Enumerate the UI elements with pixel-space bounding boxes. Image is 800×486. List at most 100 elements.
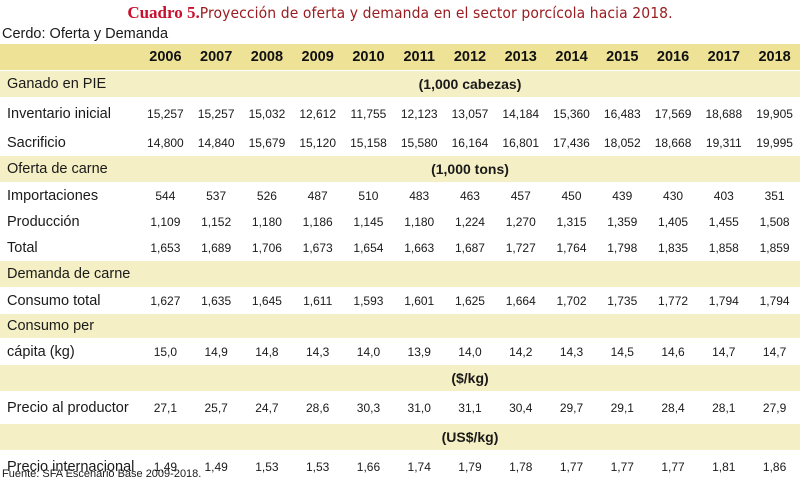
value-cell: 13,057 [444,97,496,130]
table-subtitle: Cerdo: Oferta y Demanda [2,26,169,42]
year-header-cell: 2012 [444,44,496,71]
table-row-importaciones: Importaciones 544 537 526 487 510 483 463 457 450… [0,182,800,209]
year-header-row: 2006 2007 2008 2009 2010 2011 2012 2013 2014 2015… [0,44,800,71]
value-cell: 30,4 [495,391,547,424]
year-header-cell: 2015 [596,44,648,71]
caption-text: Proyección de oferta y demanda en el sec… [199,4,673,22]
year-header-cell: 2016 [647,44,699,71]
value-cell: 1,593 [343,287,394,314]
year-header-cell: 2006 [140,44,191,71]
value-cell: 19,905 [749,97,800,130]
value-cell: 1,315 [546,209,597,235]
value-cell: 17,436 [546,130,597,156]
value-cell: 13,9 [407,344,431,359]
value-cell: 450 [546,182,597,209]
value-cell: 1,727 [495,235,547,261]
value-cell: 19,311 [698,130,750,156]
table-row-precio-productor: Precio al productor 27,1 25,7 24,7 28,6 30,3 3… [0,391,800,424]
value-cell: 12,123 [393,97,445,130]
row-label: Inventario inicial [0,97,140,130]
header-blank-cell [0,44,140,71]
table-row-percapita-label: Consumo per [0,314,800,338]
value-cell: 1,794 [698,287,750,314]
value-cell: 15,158 [343,130,394,156]
source-note: Fuente: SFA Escenario Base 2009-2018. [2,468,202,480]
value-cell: 1,186 [292,209,344,235]
value-cell: 1,359 [596,209,648,235]
value-cell: 430 [647,182,699,209]
value-cell: 1,627 [140,287,191,314]
value-cell: 1,664 [495,287,547,314]
value-cell: 1,49 [190,450,242,483]
value-cell: 1,859 [749,235,800,261]
value-cell: 1,49 [140,450,191,483]
value-cell: 1,858 [698,235,750,261]
value-cell: 1,673 [292,235,344,261]
section-row-demanda: Demanda de carne [0,261,800,288]
value-cell: 28,1 [698,391,750,424]
value-cell: 1,74 [393,450,445,483]
value-cell: 15,120 [292,130,344,156]
section-blank [140,261,800,288]
value-cell: 1,794 [749,287,800,314]
section-label: Ganado en PIE [0,70,140,98]
value-cell: 1,689 [190,235,242,261]
value-cell: 537 [190,182,242,209]
table-row-total: Total 1,653 1,689 1,706 1,673 1,654 1,663 1,687… [0,235,800,261]
value-cell: 1,53 [292,450,344,483]
value-cell: 1,78 [495,450,547,483]
unit-label: (1,000 tons) [140,156,800,183]
value-cell: 11,755 [343,97,394,130]
table-row-percapita: cápita (kg) 15,0 14,9 14,8 14,3 14,0 13,9 14,0… [0,338,800,365]
value-cell: 1,601 [393,287,445,314]
table-row-inventario: Inventario inicial 15,257 15,257 15,032 12,6… [0,97,800,130]
row-label-line2: cápita (kg) [7,343,75,360]
value-cell: 14,800 [140,130,191,156]
value-cell: 1,772 [647,287,699,314]
value-cell: 30,3 [343,391,394,424]
year-header-cell: 2014 [546,44,597,71]
value-cell: 18,668 [647,130,699,156]
value-cell: 15,580 [393,130,445,156]
value-cell: 16,801 [495,130,547,156]
value-cell: 1,653 [140,235,191,261]
value-cell: 1,663 [393,235,445,261]
value-cell: 457 [495,182,547,209]
value-cell: 510 [343,182,394,209]
table-caption: Cuadro 5.Proyección de oferta y demanda … [0,2,800,24]
value-cell: 25,7 [190,391,242,424]
value-cell: 15,257 [140,97,191,130]
value-cell: 1,706 [241,235,293,261]
value-cell: 483 [393,182,445,209]
value-cell: 1,180 [393,209,445,235]
value-cell: 1,86 [749,450,800,483]
value-cell: 14,840 [190,130,242,156]
value-cell: 29,7 [546,391,597,424]
value-cell: 14,0 [458,344,482,359]
value-cell: 14,3 [306,344,330,359]
value-cell: 14,7 [762,344,787,359]
value-cell: 16,483 [596,97,648,130]
table-row-consumo-total: Consumo total 1,627 1,635 1,645 1,611 1,593 1,… [0,287,800,314]
value-cell: 29,1 [596,391,648,424]
table-row-precio-internacional: Precio internacional 1,49 1,49 1,53 1,53 1,66… [0,450,800,483]
value-cell: 439 [596,182,648,209]
value-cell: 14,3 [559,344,584,359]
value-cell: 1,455 [698,209,750,235]
row-label: Importaciones [0,182,140,209]
value-cell: 14,9 [204,344,228,359]
year-header-cell: 2013 [495,44,547,71]
caption-label: Cuadro 5. [127,3,200,22]
year-header-cell: 2008 [241,44,293,71]
year-header-cell: 2009 [292,44,344,71]
value-cell: 15,360 [546,97,597,130]
value-cell: 1,764 [546,235,597,261]
value-cell: 14,2 [509,344,533,359]
value-cell: 15,679 [241,130,293,156]
row-label: Consumo total [0,287,140,314]
row-label: Producción [0,209,140,235]
unit-label: ($/kg) [140,365,800,392]
value-cell: 1,270 [495,209,547,235]
value-cell: 351 [749,182,800,209]
value-cell: 1,77 [596,450,648,483]
